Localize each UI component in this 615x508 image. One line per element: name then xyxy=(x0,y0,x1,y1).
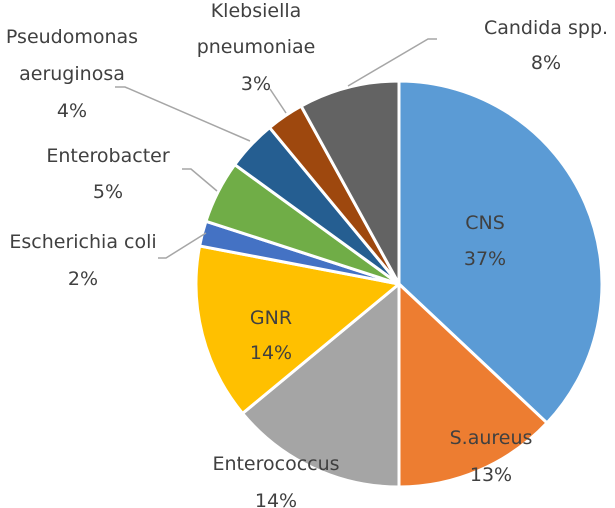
label-pseudomonas-pct: 4% xyxy=(57,100,87,122)
label-ecoli-name: Escherichia coli xyxy=(9,231,156,253)
label-gnr-pct: 14% xyxy=(250,342,292,364)
label-saureus-name: S.aureus xyxy=(450,427,533,449)
label-candida-name: Candida spp. xyxy=(484,17,608,39)
label-klebsiella-line1: Klebsiella xyxy=(211,0,302,22)
label-pseudomonas-line2: aeruginosa xyxy=(19,63,125,85)
leader-ecoli xyxy=(158,232,207,259)
labels-group: CNS 37% S.aureus 13% Enterococcus 14% GN… xyxy=(6,0,608,508)
label-candida-pct: 8% xyxy=(531,52,561,74)
label-klebsiella-pct: 3% xyxy=(241,73,271,95)
label-pseudomonas-line1: Pseudomonas xyxy=(6,26,138,48)
slice-gnr xyxy=(194,244,401,415)
slice-candida-spp xyxy=(299,79,401,286)
label-ecoli-pct: 2% xyxy=(68,268,98,290)
leader-klebsiella xyxy=(269,88,287,114)
label-cns-name: CNS xyxy=(465,212,505,234)
leader-pseudomonas xyxy=(115,86,251,142)
label-enterococcus-pct: 14% xyxy=(255,490,297,508)
label-enterococcus-name: Enterococcus xyxy=(212,453,339,475)
label-enterobacter-pct: 5% xyxy=(93,181,123,203)
label-klebsiella-line2: pneumoniae xyxy=(197,36,316,58)
slice-s-aureus xyxy=(397,282,549,489)
leader-enterobacter xyxy=(182,168,218,192)
label-cns-pct: 37% xyxy=(464,248,506,270)
slice-enterococcus xyxy=(241,282,401,489)
label-gnr-name: GNR xyxy=(250,307,292,329)
label-enterobacter-name: Enterobacter xyxy=(46,145,169,167)
label-saureus-pct: 13% xyxy=(470,464,512,486)
leader-lines-group xyxy=(115,38,437,259)
slice-cns xyxy=(397,79,604,425)
slices-group xyxy=(194,79,604,489)
leader-candida xyxy=(347,38,437,87)
